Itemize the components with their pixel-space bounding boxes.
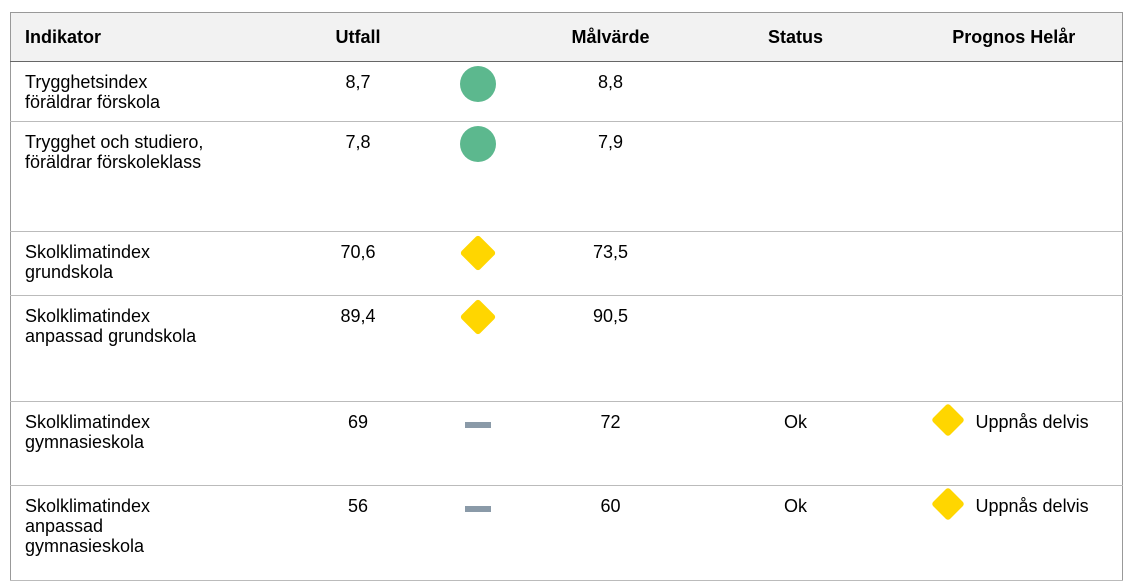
status-cell: Ok: [685, 401, 906, 486]
header-cell: Status: [685, 12, 906, 62]
icon-cell: [420, 121, 536, 232]
utfall-cell: 69: [295, 401, 421, 486]
table-row: Trygghetsindex föräldrar förskola 8,7 8,8: [10, 61, 1123, 122]
utfall-cell: 56: [295, 485, 421, 581]
status-icon: [465, 422, 491, 428]
target-cell: 73,5: [535, 231, 686, 296]
status-cell: [685, 121, 906, 232]
utfall-cell: 70,6: [295, 231, 421, 296]
indicator-cell: Skolklimatindex anpassad gymnasieskola: [10, 485, 296, 581]
indicator-cell: Trygghet och studiero, föräldrar förskol…: [10, 121, 296, 232]
header-row: Indikator Utfall Målvärde Status Prognos…: [10, 12, 1123, 62]
target-cell: 60: [535, 485, 686, 581]
target-cell: 7,9: [535, 121, 686, 232]
status-cell: [685, 231, 906, 296]
forecast-icon: [930, 403, 965, 437]
forecast-cell: [905, 61, 1123, 122]
icon-cell: [420, 485, 536, 581]
status-text: Ok: [783, 496, 807, 516]
indicator-text: Trygghetsindex föräldrar förskola: [25, 72, 161, 112]
indicator-text: Trygghet och studiero, föräldrar förskol…: [25, 132, 204, 172]
forecast-text: Uppnås delvis: [975, 496, 1089, 516]
indicator-cell: Skolklimatindex anpassad grundskola: [10, 295, 296, 402]
target-cell: 8,8: [535, 61, 686, 122]
target-cell: 72: [535, 401, 686, 486]
status-cell: [685, 61, 906, 122]
target-cell: 90,5: [535, 295, 686, 402]
status-icon: [460, 66, 496, 102]
table-row: Skolklimatindex grundskola 70,6 73,5: [10, 231, 1123, 296]
indicator-cell: Skolklimatindex grundskola: [10, 231, 296, 296]
icon-cell: [420, 231, 536, 296]
indicator-text: Skolklimatindex grundskola: [25, 242, 151, 282]
table-row: Trygghet och studiero, föräldrar förskol…: [10, 121, 1123, 232]
indicator-text: Skolklimatindex anpassad grundskola: [25, 306, 197, 346]
indicator-text: Skolklimatindex gymnasieskola: [25, 412, 151, 452]
status-icon: [459, 298, 497, 336]
header-cell: Prognos Helår: [905, 12, 1123, 62]
indicator-cell: Skolklimatindex gymnasieskola: [10, 401, 296, 486]
icon-cell: [420, 401, 536, 486]
table-body: Trygghetsindex föräldrar förskola 8,7 8,8 T…: [10, 61, 1123, 581]
status-icon: [460, 126, 496, 162]
header-cell: Målvärde: [535, 12, 686, 62]
icon-cell: [420, 61, 536, 122]
header-cell: Indikator: [10, 12, 296, 62]
indicator-cell: Trygghetsindex föräldrar förskola: [10, 61, 296, 122]
forecast-icon: [930, 487, 965, 521]
indicator-table: Indikator Utfall Målvärde Status Prognos…: [10, 12, 1123, 581]
status-icon: [465, 506, 491, 512]
forecast-cell: [905, 231, 1123, 296]
utfall-cell: 89,4: [295, 295, 421, 402]
header-cell: [420, 12, 536, 62]
table-row: Skolklimatindex anpassad gymnasieskola 56…: [10, 485, 1123, 581]
table-row: Skolklimatindex anpassad grundskola 89,4 9…: [10, 295, 1123, 402]
forecast-cell: [905, 121, 1123, 232]
utfall-cell: 7,8: [295, 121, 421, 232]
forecast-cell: [905, 295, 1123, 402]
forecast-text: Uppnås delvis: [975, 412, 1089, 432]
header-cell: Utfall: [295, 12, 421, 62]
status-cell: [685, 295, 906, 402]
icon-cell: [420, 295, 536, 402]
forecast-cell: Uppnås delvis: [905, 401, 1123, 486]
forecast-cell: Uppnås delvis: [905, 485, 1123, 581]
status-cell: Ok: [685, 485, 906, 581]
utfall-cell: 8,7: [295, 61, 421, 122]
indicator-text: Skolklimatindex anpassad gymnasieskola: [25, 496, 151, 556]
status-icon: [459, 234, 497, 272]
status-text: Ok: [783, 412, 807, 432]
table-row: Skolklimatindex gymnasieskola 69 72 Ok Uppnå…: [10, 401, 1123, 486]
